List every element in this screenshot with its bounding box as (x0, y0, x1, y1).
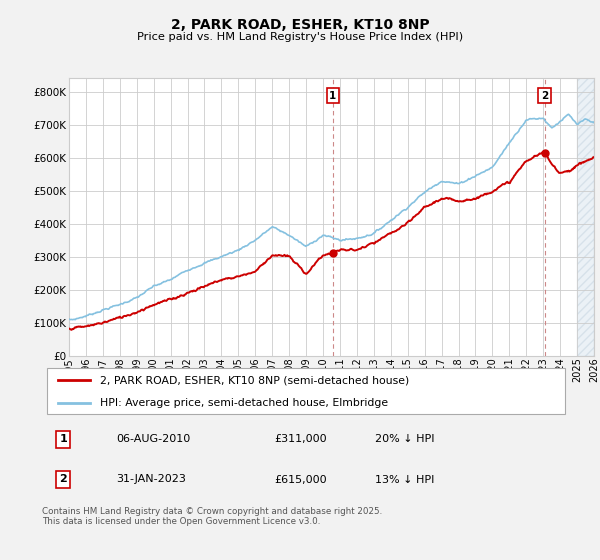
Text: HPI: Average price, semi-detached house, Elmbridge: HPI: Average price, semi-detached house,… (100, 398, 388, 408)
Text: £615,000: £615,000 (274, 474, 327, 484)
Bar (577, 78, 594, 356)
Text: 1: 1 (59, 435, 67, 445)
Text: 13% ↓ HPI: 13% ↓ HPI (374, 474, 434, 484)
Text: 2, PARK ROAD, ESHER, KT10 8NP (semi-detached house): 2, PARK ROAD, ESHER, KT10 8NP (semi-deta… (100, 375, 409, 385)
Text: 2, PARK ROAD, ESHER, KT10 8NP: 2, PARK ROAD, ESHER, KT10 8NP (170, 18, 430, 32)
Text: 2: 2 (59, 474, 67, 484)
Text: Price paid vs. HM Land Registry's House Price Index (HPI): Price paid vs. HM Land Registry's House … (137, 32, 463, 43)
Bar (577, 78, 594, 356)
FancyBboxPatch shape (47, 368, 565, 413)
Text: 31-JAN-2023: 31-JAN-2023 (116, 474, 186, 484)
Text: 1: 1 (329, 91, 337, 101)
Text: 20% ↓ HPI: 20% ↓ HPI (374, 435, 434, 445)
Text: £311,000: £311,000 (274, 435, 327, 445)
Text: Contains HM Land Registry data © Crown copyright and database right 2025.
This d: Contains HM Land Registry data © Crown c… (42, 507, 382, 526)
Text: 06-AUG-2010: 06-AUG-2010 (116, 435, 190, 445)
Text: 2: 2 (541, 91, 548, 101)
